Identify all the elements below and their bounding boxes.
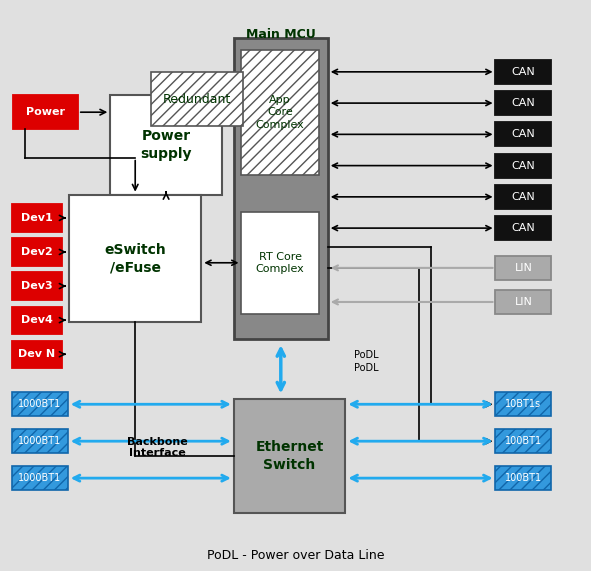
- Bar: [13, 95, 78, 129]
- Bar: [241, 50, 319, 175]
- Bar: [495, 256, 551, 280]
- Text: eSwitch
/eFuse: eSwitch /eFuse: [105, 243, 166, 274]
- Bar: [12, 341, 62, 368]
- Bar: [495, 466, 551, 490]
- Bar: [495, 392, 551, 416]
- Text: 100BT1: 100BT1: [505, 473, 542, 483]
- Bar: [151, 73, 242, 126]
- Text: Redundant: Redundant: [163, 93, 231, 106]
- Text: PoDL - Power over Data Line: PoDL - Power over Data Line: [207, 549, 384, 562]
- Bar: [495, 91, 551, 115]
- Bar: [12, 204, 62, 231]
- Text: CAN: CAN: [512, 130, 535, 139]
- Text: Dev2: Dev2: [21, 247, 53, 257]
- Text: LIN: LIN: [515, 297, 532, 307]
- Text: Main MCU: Main MCU: [246, 28, 316, 41]
- Text: Dev4: Dev4: [21, 315, 53, 325]
- Bar: [12, 466, 68, 490]
- Bar: [12, 429, 68, 453]
- Text: PoDL: PoDL: [355, 350, 379, 360]
- Text: CAN: CAN: [512, 192, 535, 202]
- Bar: [495, 290, 551, 314]
- Text: 10BT1s: 10BT1s: [505, 399, 541, 409]
- Text: PoDL: PoDL: [355, 363, 379, 373]
- Text: App
Core
Complex: App Core Complex: [256, 95, 304, 130]
- Text: 1000BT1: 1000BT1: [18, 473, 61, 483]
- Text: CAN: CAN: [512, 223, 535, 233]
- Bar: [12, 238, 62, 266]
- Bar: [495, 216, 551, 240]
- Text: CAN: CAN: [512, 160, 535, 171]
- Text: CAN: CAN: [512, 67, 535, 77]
- Bar: [495, 429, 551, 453]
- Text: LIN: LIN: [515, 263, 532, 273]
- Bar: [12, 307, 62, 334]
- Bar: [69, 195, 202, 323]
- Text: 1000BT1: 1000BT1: [18, 399, 61, 409]
- Bar: [495, 154, 551, 178]
- Text: Power: Power: [26, 107, 65, 117]
- Bar: [12, 272, 62, 300]
- Text: RT Core
Complex: RT Core Complex: [256, 252, 304, 274]
- Text: Dev N: Dev N: [18, 349, 56, 359]
- Text: Power
supply: Power supply: [140, 129, 192, 160]
- Bar: [495, 185, 551, 209]
- Bar: [495, 60, 551, 84]
- Bar: [495, 122, 551, 146]
- Text: CAN: CAN: [512, 98, 535, 108]
- Text: Dev1: Dev1: [21, 213, 53, 223]
- Bar: [233, 38, 328, 340]
- Text: 1000BT1: 1000BT1: [18, 436, 61, 446]
- Bar: [233, 399, 346, 513]
- Text: Dev3: Dev3: [21, 281, 53, 291]
- Bar: [12, 392, 68, 416]
- Text: 100BT1: 100BT1: [505, 436, 542, 446]
- Bar: [110, 95, 222, 195]
- Bar: [241, 212, 319, 314]
- Text: Backbone
Interface: Backbone Interface: [127, 437, 188, 459]
- Text: Ethernet
Switch: Ethernet Switch: [255, 440, 324, 472]
